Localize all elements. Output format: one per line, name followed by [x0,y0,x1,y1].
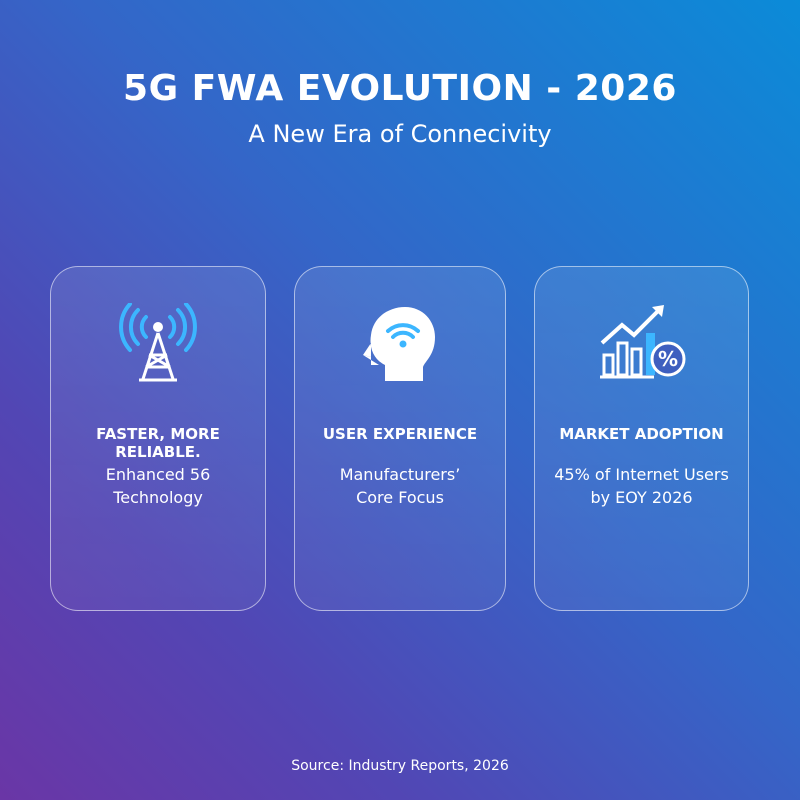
card: USER EXPERIENCE Manufacturers’ Core Focus [294,266,506,611]
head-icon [363,307,435,381]
card-heading: USER EXPERIENCE [322,425,478,443]
tower-icon [119,303,197,382]
title: 5G FWA EVOLUTION - 2026 [123,68,677,109]
body-line: 45% of Internet Users [554,465,729,484]
market-icon: % [599,305,685,379]
card-heading: MARKET ADOPTION [559,425,724,443]
body-line: by EOY 2026 [590,488,693,507]
body-line: Manufacturers’ [339,465,461,484]
subtitle: A New Era of Connecivity [248,120,552,148]
body-line: Enhanced 56 [105,465,211,484]
card-body: Manufacturers’ Core Focus [295,463,505,509]
source: Source: Industry Reports, 2026 [291,758,509,774]
card: FASTER, MORE RELIABLE. Enhanced 56 Techno… [50,266,266,611]
card-heading: FASTER, MORE RELIABLE. [96,425,220,461]
card-body: Enhanced 56 Technology [51,463,265,509]
card: % MARKET ADOPTION 45% of Internet Users b… [534,266,749,611]
svg-text:%: % [657,347,677,371]
body-line: Core Focus [356,488,444,507]
card-body: 45% of Internet Users by EOY 2026 [535,463,748,509]
body-line: Technology [113,488,203,507]
